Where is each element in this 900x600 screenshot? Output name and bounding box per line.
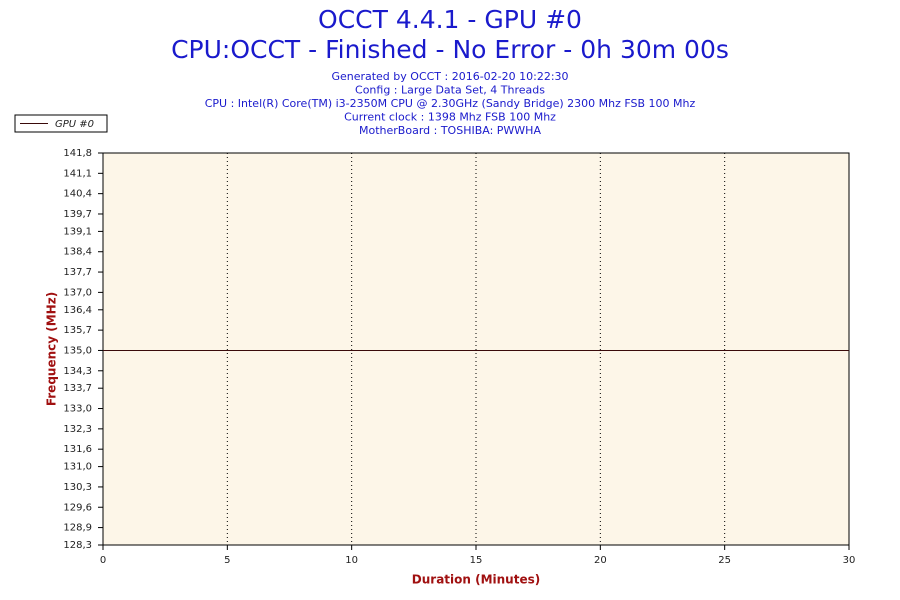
info-line: Generated by OCCT : 2016-02-20 10:22:30 (331, 70, 568, 83)
info-line: Config : Large Data Set, 4 Threads (355, 84, 545, 97)
x-tick-label: 25 (718, 555, 731, 566)
y-tick-label: 141,1 (63, 168, 92, 179)
x-tick-label: 30 (843, 555, 856, 566)
y-tick-label: 137,7 (63, 267, 92, 278)
y-tick-label: 128,3 (63, 540, 92, 551)
y-tick-label: 130,3 (63, 482, 92, 493)
y-tick-label: 133,0 (63, 404, 92, 415)
plot-frame (102, 152, 850, 546)
y-tick-label: 139,7 (63, 209, 92, 220)
y-tick-label: 128,9 (63, 523, 92, 534)
x-tick-label: 20 (594, 555, 607, 566)
x-tick-label: 10 (345, 555, 358, 566)
x-tick-label: 5 (224, 555, 230, 566)
legend-box (14, 114, 108, 133)
y-tick-label: 133,7 (63, 383, 92, 394)
info-line: CPU : Intel(R) Core(TM) i3-2350M CPU @ 2… (205, 97, 696, 110)
y-tick-label: 129,6 (63, 502, 92, 513)
y-tick-label: 132,3 (63, 424, 92, 435)
y-tick-label: 136,4 (63, 305, 92, 316)
x-axis-label: Duration (Minutes) (412, 573, 540, 587)
y-tick-label: 141,8 (63, 148, 92, 159)
legend-label: GPU #0 (55, 119, 94, 130)
y-tick-label: 139,1 (63, 226, 92, 237)
y-tick-label: 135,0 (63, 345, 92, 356)
y-tick-label: 135,7 (63, 325, 92, 336)
chart-title: OCCT 4.4.1 - GPU #0 (318, 5, 582, 34)
y-tick-label: 131,6 (63, 444, 92, 455)
x-tick-label: 0 (100, 555, 106, 566)
y-axis-label: Frequency (MHz) (45, 292, 59, 406)
y-tick-label: 138,4 (63, 247, 92, 258)
y-tick-label: 140,4 (63, 189, 92, 200)
x-tick-label: 15 (470, 555, 483, 566)
info-line: Current clock : 1398 Mhz FSB 100 Mhz (344, 111, 556, 124)
y-tick-label: 137,0 (63, 287, 92, 298)
chart-subtitle: CPU:OCCT - Finished - No Error - 0h 30m … (171, 35, 729, 64)
y-tick-label: 131,0 (63, 462, 92, 473)
y-tick-label: 134,3 (63, 366, 92, 377)
info-line: MotherBoard : TOSHIBA: PWWHA (359, 124, 541, 137)
